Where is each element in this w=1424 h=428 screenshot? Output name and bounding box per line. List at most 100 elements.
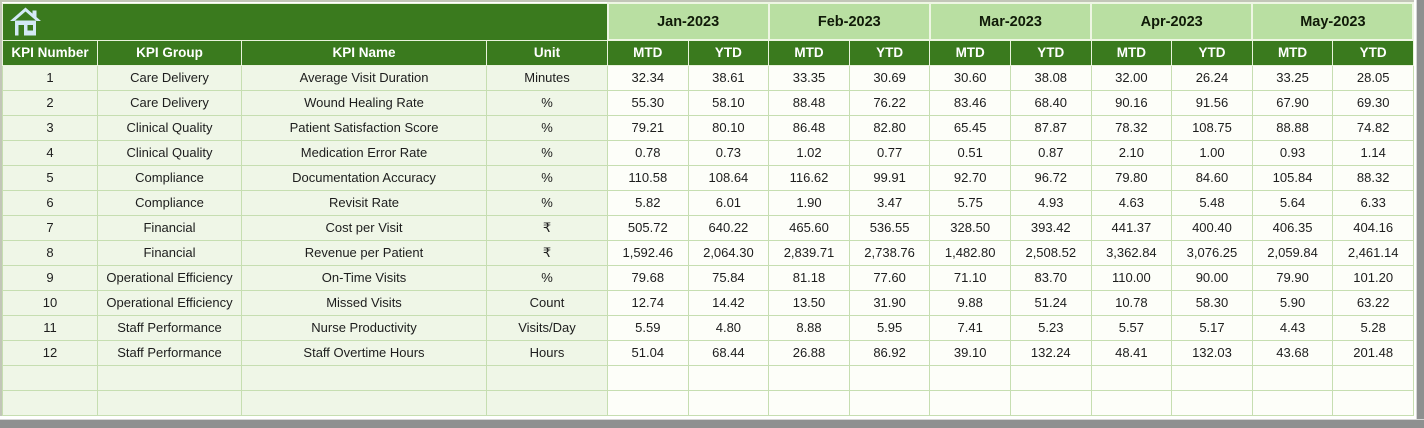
kpi-number-cell[interactable]: 2 — [2, 89, 98, 116]
kpi-value-cell[interactable]: 1,592.46 — [607, 239, 689, 266]
kpi-value-cell[interactable]: 5.57 — [1090, 314, 1173, 341]
empty-label-cell[interactable] — [2, 389, 98, 416]
kpi-value-cell[interactable]: 105.84 — [1251, 164, 1334, 191]
kpi-unit-cell[interactable]: % — [486, 164, 608, 191]
column-header-kpi-group[interactable]: KPI Group — [97, 39, 242, 66]
kpi-name-cell[interactable]: Missed Visits — [241, 289, 487, 316]
kpi-value-cell[interactable]: 1.00 — [1171, 139, 1253, 166]
empty-value-cell[interactable] — [1332, 389, 1414, 416]
kpi-number-cell[interactable]: 1 — [2, 64, 98, 91]
kpi-value-cell[interactable]: 82.80 — [848, 114, 931, 141]
kpi-value-cell[interactable]: 51.04 — [607, 339, 689, 366]
kpi-unit-cell[interactable]: ₹ — [486, 239, 608, 266]
kpi-name-cell[interactable]: Documentation Accuracy — [241, 164, 487, 191]
kpi-value-cell[interactable]: 65.45 — [929, 114, 1011, 141]
kpi-value-cell[interactable]: 8.88 — [768, 314, 850, 341]
kpi-value-cell[interactable]: 0.73 — [687, 139, 770, 166]
subheader-mtd[interactable]: MTD — [1090, 39, 1173, 66]
kpi-value-cell[interactable]: 55.30 — [607, 89, 689, 116]
kpi-unit-cell[interactable]: Minutes — [486, 64, 608, 91]
kpi-value-cell[interactable]: 83.70 — [1009, 264, 1092, 291]
kpi-value-cell[interactable]: 99.91 — [848, 164, 931, 191]
kpi-name-cell[interactable]: On-Time Visits — [241, 264, 487, 291]
kpi-value-cell[interactable]: 80.10 — [687, 114, 770, 141]
kpi-value-cell[interactable]: 0.87 — [1009, 139, 1092, 166]
kpi-name-cell[interactable]: Medication Error Rate — [241, 139, 487, 166]
kpi-value-cell[interactable]: 536.55 — [848, 214, 931, 241]
kpi-value-cell[interactable]: 1,482.80 — [929, 239, 1011, 266]
subheader-mtd[interactable]: MTD — [929, 39, 1011, 66]
home-icon[interactable] — [10, 7, 41, 36]
kpi-value-cell[interactable]: 86.48 — [768, 114, 850, 141]
kpi-value-cell[interactable]: 505.72 — [607, 214, 689, 241]
kpi-value-cell[interactable]: 0.77 — [848, 139, 931, 166]
kpi-value-cell[interactable]: 116.62 — [768, 164, 850, 191]
kpi-number-cell[interactable]: 3 — [2, 114, 98, 141]
kpi-value-cell[interactable]: 108.64 — [687, 164, 770, 191]
kpi-value-cell[interactable]: 2,839.71 — [768, 239, 850, 266]
kpi-unit-cell[interactable]: % — [486, 89, 608, 116]
kpi-value-cell[interactable]: 58.10 — [687, 89, 770, 116]
kpi-value-cell[interactable]: 1.02 — [768, 139, 850, 166]
kpi-value-cell[interactable]: 88.88 — [1251, 114, 1334, 141]
kpi-unit-cell[interactable]: % — [486, 189, 608, 216]
kpi-number-cell[interactable]: 7 — [2, 214, 98, 241]
kpi-name-cell[interactable]: Wound Healing Rate — [241, 89, 487, 116]
kpi-value-cell[interactable]: 84.60 — [1171, 164, 1253, 191]
subheader-mtd[interactable]: MTD — [607, 39, 689, 66]
kpi-group-cell[interactable]: Care Delivery — [97, 89, 242, 116]
kpi-value-cell[interactable]: 38.61 — [687, 64, 770, 91]
empty-value-cell[interactable] — [1090, 389, 1173, 416]
kpi-value-cell[interactable]: 201.48 — [1332, 339, 1414, 366]
empty-value-cell[interactable] — [607, 389, 689, 416]
kpi-value-cell[interactable]: 132.03 — [1171, 339, 1253, 366]
kpi-number-cell[interactable]: 9 — [2, 264, 98, 291]
kpi-number-cell[interactable]: 10 — [2, 289, 98, 316]
month-header-mar-2023[interactable]: Mar-2023 — [928, 2, 1093, 41]
kpi-unit-cell[interactable]: ₹ — [486, 214, 608, 241]
kpi-value-cell[interactable]: 79.68 — [607, 264, 689, 291]
kpi-value-cell[interactable]: 6.01 — [687, 189, 770, 216]
kpi-group-cell[interactable]: Compliance — [97, 164, 242, 191]
kpi-group-cell[interactable]: Clinical Quality — [97, 139, 242, 166]
subheader-mtd[interactable]: MTD — [768, 39, 850, 66]
kpi-value-cell[interactable]: 6.33 — [1332, 189, 1414, 216]
kpi-value-cell[interactable]: 0.78 — [607, 139, 689, 166]
kpi-group-cell[interactable]: Staff Performance — [97, 339, 242, 366]
kpi-group-cell[interactable]: Financial — [97, 239, 242, 266]
subheader-ytd[interactable]: YTD — [687, 39, 770, 66]
empty-value-cell[interactable] — [1251, 364, 1334, 391]
kpi-value-cell[interactable]: 38.08 — [1009, 64, 1092, 91]
kpi-name-cell[interactable]: Staff Overtime Hours — [241, 339, 487, 366]
kpi-value-cell[interactable]: 465.60 — [768, 214, 850, 241]
kpi-value-cell[interactable]: 58.30 — [1171, 289, 1253, 316]
kpi-value-cell[interactable]: 81.18 — [768, 264, 850, 291]
kpi-value-cell[interactable]: 90.16 — [1090, 89, 1173, 116]
kpi-value-cell[interactable]: 26.24 — [1171, 64, 1253, 91]
empty-value-cell[interactable] — [1171, 364, 1253, 391]
kpi-number-cell[interactable]: 6 — [2, 189, 98, 216]
kpi-value-cell[interactable]: 2,738.76 — [848, 239, 931, 266]
kpi-value-cell[interactable]: 10.78 — [1090, 289, 1173, 316]
empty-value-cell[interactable] — [1171, 389, 1253, 416]
kpi-value-cell[interactable]: 441.37 — [1090, 214, 1173, 241]
column-header-unit[interactable]: Unit — [486, 39, 608, 66]
kpi-value-cell[interactable]: 0.93 — [1251, 139, 1334, 166]
kpi-value-cell[interactable]: 91.56 — [1171, 89, 1253, 116]
kpi-value-cell[interactable]: 2.10 — [1090, 139, 1173, 166]
kpi-unit-cell[interactable]: % — [486, 114, 608, 141]
kpi-group-cell[interactable]: Clinical Quality — [97, 114, 242, 141]
kpi-value-cell[interactable]: 48.41 — [1090, 339, 1173, 366]
column-header-kpi-name[interactable]: KPI Name — [241, 39, 487, 66]
kpi-value-cell[interactable]: 88.48 — [768, 89, 850, 116]
month-header-feb-2023[interactable]: Feb-2023 — [767, 2, 931, 41]
empty-label-cell[interactable] — [486, 364, 608, 391]
empty-label-cell[interactable] — [241, 364, 487, 391]
empty-value-cell[interactable] — [1332, 364, 1414, 391]
kpi-number-cell[interactable]: 12 — [2, 339, 98, 366]
kpi-name-cell[interactable]: Patient Satisfaction Score — [241, 114, 487, 141]
kpi-value-cell[interactable]: 68.40 — [1009, 89, 1092, 116]
kpi-value-cell[interactable]: 74.82 — [1332, 114, 1414, 141]
kpi-value-cell[interactable]: 5.75 — [929, 189, 1011, 216]
kpi-unit-cell[interactable]: Count — [486, 289, 608, 316]
